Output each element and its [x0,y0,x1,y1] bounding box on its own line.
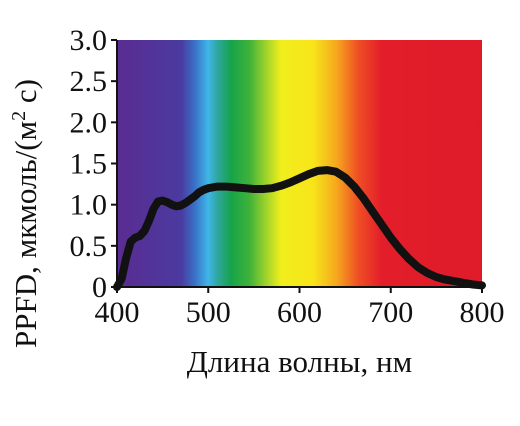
y-tick-label: 0.5 [70,230,108,263]
x-tick-label: 600 [277,296,322,329]
y-axis-title-tail: с) [8,79,43,111]
ppfd-curve [113,166,486,291]
y-tick-label: 2.0 [70,106,108,139]
x-axis-title: Длина волны, нм [187,344,412,379]
y-axis-title-main: PPFD, мкмоль/(м [8,121,43,348]
x-axis-ticks: 400 500 600 700 800 [95,287,505,329]
y-axis-ticks: 0 0.5 1.0 1.5 2.0 2.5 3.0 [70,24,117,304]
y-tick-label: 1.0 [70,189,108,222]
y-tick-label: 1.5 [70,148,108,181]
y-tick-label: 2.5 [70,65,108,98]
y-tick-label: 3.0 [70,24,108,57]
x-tick-label: 400 [95,296,140,329]
x-tick-label: 700 [368,296,413,329]
y-axis-title-superscript: 2 [8,111,30,121]
y-axis-title: PPFD, мкмоль/(м2 с) [8,79,43,348]
x-tick-label: 500 [186,296,231,329]
x-tick-label: 800 [460,296,505,329]
y-tick-label: 0 [92,271,107,304]
spectrum-background [117,40,482,287]
